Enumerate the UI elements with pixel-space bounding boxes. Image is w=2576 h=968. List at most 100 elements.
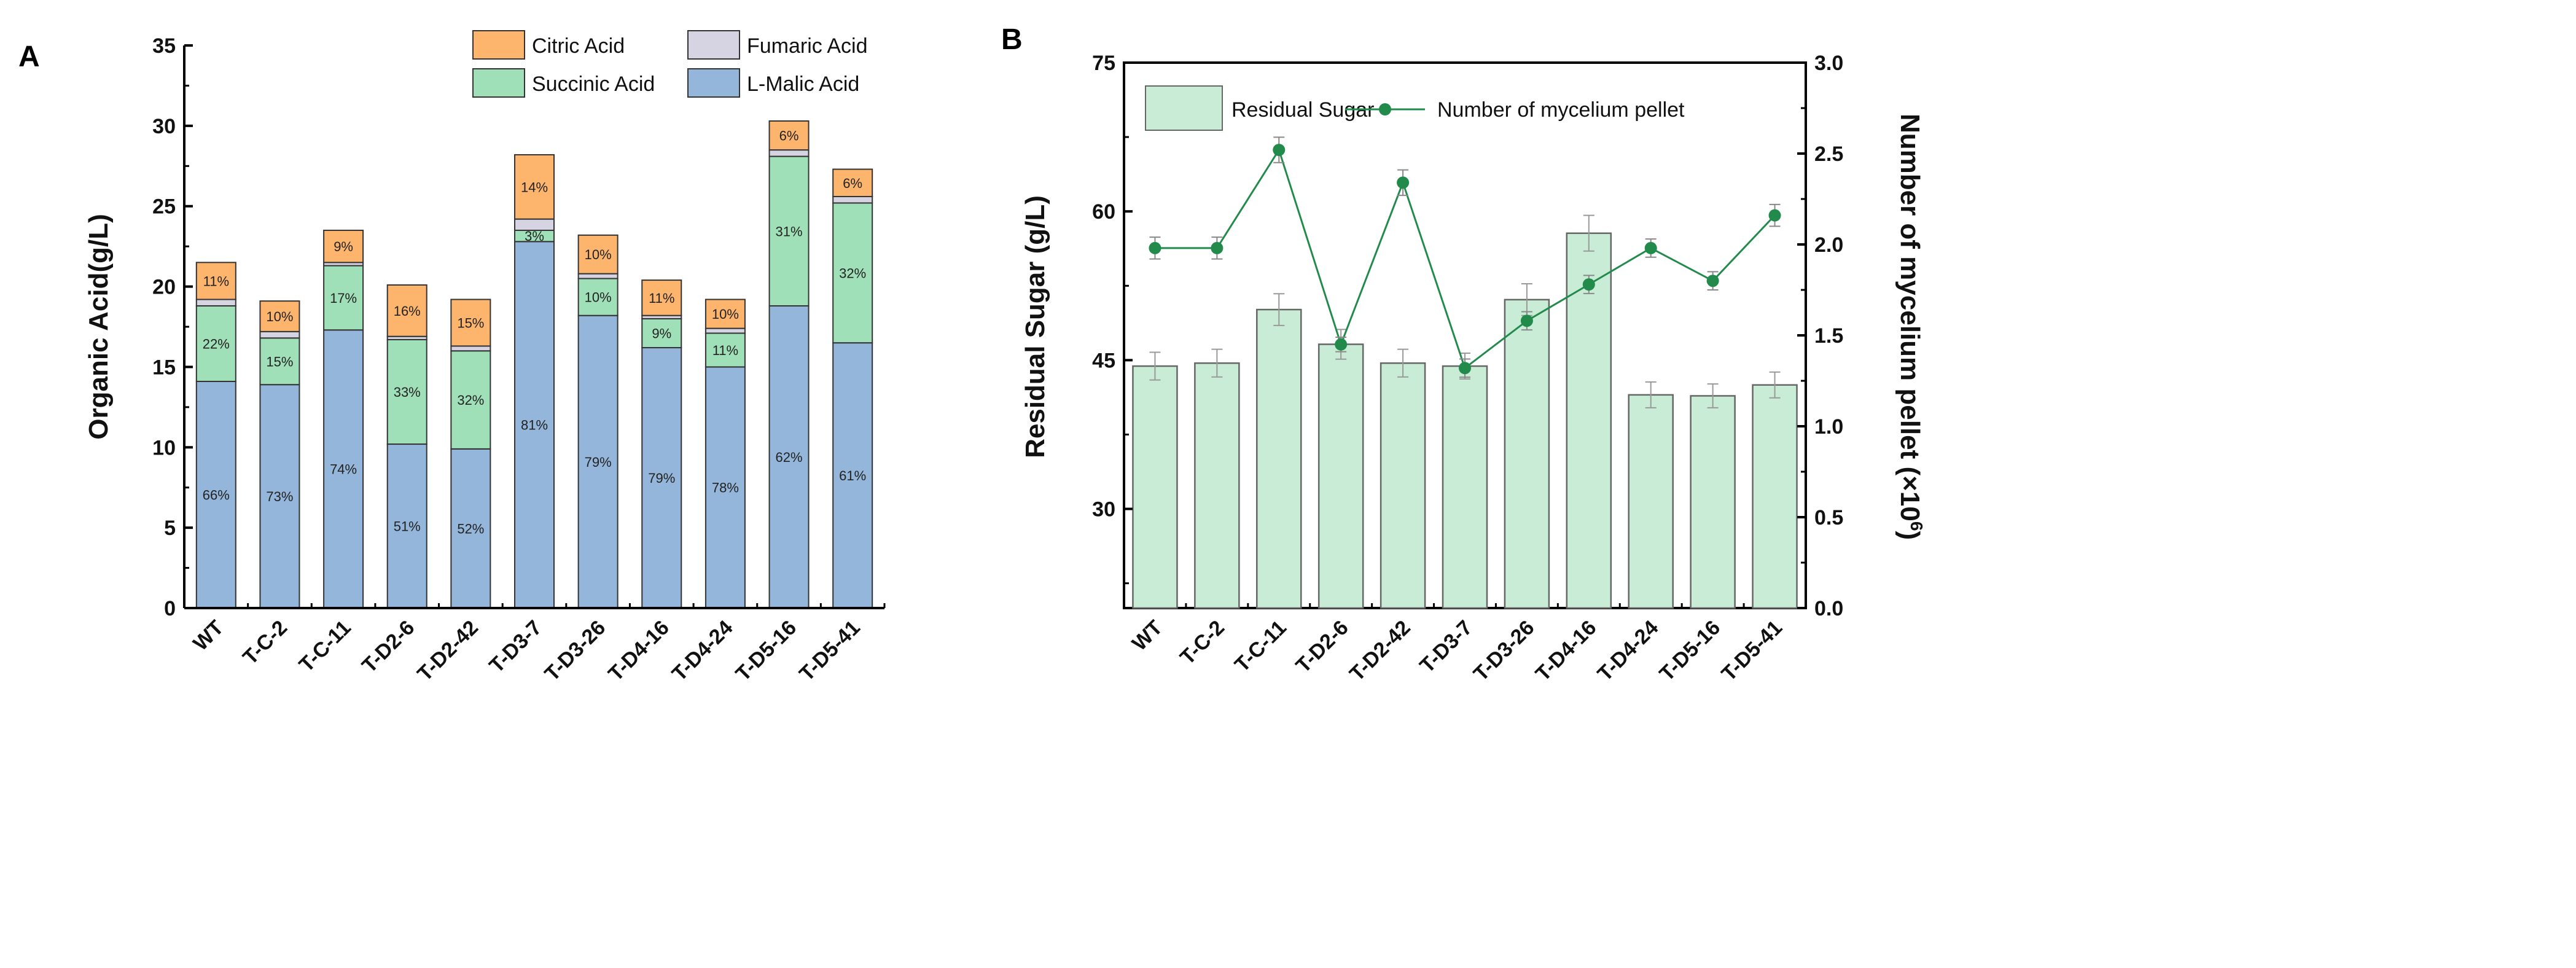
bar-segment — [259, 337, 300, 386]
bar-segment — [768, 120, 810, 151]
sugar-error-bar — [1211, 348, 1223, 378]
y-tick-label: 5 — [164, 517, 176, 540]
x-tick-label: T-D4-16 — [1531, 616, 1601, 686]
bar-percent-label: 52% — [457, 521, 484, 536]
legend-label: Citric Acid — [532, 34, 625, 58]
y-tick-label: 10 — [152, 436, 176, 459]
x-tick-label: T-C-11 — [1230, 616, 1291, 677]
bar-segment — [386, 284, 427, 337]
y-tick-label: 60 — [1092, 200, 1115, 224]
bar-segment — [195, 380, 236, 609]
x-tick-label: T-D5-41 — [795, 616, 865, 686]
legend-label: Succinic Acid — [532, 72, 655, 96]
pellet-point — [1211, 241, 1224, 254]
sugar-error-bar — [1149, 351, 1161, 381]
y-tick-label: 30 — [152, 115, 176, 138]
legend-swatch-sugar — [1145, 85, 1223, 131]
sugar-error-bar — [1645, 381, 1657, 408]
bar-percent-label: 10% — [585, 290, 612, 305]
sugar-bar — [1752, 384, 1798, 609]
pellet-point — [1273, 144, 1286, 157]
bar-segment — [450, 345, 491, 352]
x-tick-label: T-D2-6 — [357, 616, 419, 677]
pellet-line — [1155, 147, 1776, 370]
bar-percent-label: 61% — [839, 468, 866, 483]
bar-percent-label: 10% — [712, 306, 739, 322]
y-axis-title-b: Residual Sugar (g/L) — [1020, 195, 1050, 458]
y-axis-title-b-right: Number of mycelium pellet (×106) — [1895, 114, 1926, 540]
y-axis-title-a: Organic Acid(g/L) — [84, 214, 114, 440]
x-tick-label: T-D3-7 — [485, 616, 546, 677]
y-axis-title-b-right-close: ) — [1895, 531, 1925, 540]
x-tick-label: T-D4-24 — [1593, 616, 1663, 686]
pellet-point — [1335, 338, 1348, 351]
bar-segment — [832, 196, 873, 204]
bar-percent-label: 33% — [394, 384, 421, 400]
x-tick-label: T-D4-24 — [668, 616, 738, 686]
sugar-bar — [1380, 362, 1426, 609]
y-right-tick-label: 3.0 — [1814, 52, 1843, 75]
bar-segment — [768, 149, 810, 157]
sugar-bar — [1317, 343, 1364, 609]
bar-percent-label: 15% — [457, 315, 484, 330]
bar-percent-label: 79% — [648, 470, 675, 486]
bar-segment — [259, 384, 300, 609]
bar-percent-label: 66% — [203, 487, 230, 502]
x-tick-label: T-D5-16 — [1655, 616, 1725, 686]
bar-segment — [323, 329, 364, 609]
bar-percent-label: 10% — [266, 309, 293, 324]
bar-percent-label: 73% — [266, 489, 293, 504]
bar-percent-label: 10% — [585, 247, 612, 262]
bar-segment — [577, 278, 619, 316]
sugar-bar — [1566, 232, 1612, 609]
bar-segment — [641, 318, 682, 349]
bar-segment — [704, 327, 746, 334]
sugar-bar — [1504, 299, 1550, 609]
y-tick-label: 25 — [152, 195, 176, 219]
sugar-bar — [1628, 394, 1674, 609]
x-tick-label: T-C-11 — [295, 616, 356, 677]
sugar-error-bar — [1769, 371, 1781, 399]
bar-segment — [832, 202, 873, 344]
x-tick-label: T-C-2 — [238, 616, 292, 669]
bar-segment — [832, 168, 873, 198]
x-tick-label: T-C-2 — [1176, 616, 1229, 669]
x-tick-label: WT — [1128, 616, 1167, 655]
sugar-error-bar — [1583, 214, 1594, 252]
x-tick-label: T-D5-41 — [1717, 616, 1787, 686]
panel-label-b: B — [1001, 23, 1023, 56]
bar-segment — [323, 229, 364, 263]
y-right-tick-label: 1.5 — [1814, 324, 1843, 348]
bar-percent-label: 14% — [521, 179, 548, 195]
x-tick-label: T-D5-16 — [731, 616, 801, 686]
y-axis-title-b-right-text: Number of mycelium pellet (×10 — [1895, 114, 1925, 521]
y-right-tick-label: 2.5 — [1814, 142, 1843, 166]
pellet-point — [1582, 278, 1595, 291]
y-tick-label: 15 — [152, 356, 176, 379]
y-tick-label: 0 — [164, 597, 176, 620]
pellet-point — [1397, 176, 1410, 189]
sugar-bar — [1194, 362, 1240, 609]
bar-percent-label: 11% — [712, 343, 738, 358]
sugar-bar — [1132, 365, 1178, 609]
pellet-point — [1459, 362, 1471, 375]
sugar-error-bar — [1707, 383, 1719, 408]
bar-percent-label: 31% — [776, 224, 803, 239]
x-tick-label: T-D3-26 — [1469, 616, 1539, 686]
bar-percent-label: 79% — [585, 455, 612, 470]
y-right-tick-label: 1.0 — [1814, 415, 1843, 439]
x-tick-label: T-D2-6 — [1291, 616, 1352, 677]
bar-percent-label: 62% — [776, 450, 803, 465]
bar-segment — [577, 314, 619, 609]
bar-percent-label: 6% — [843, 176, 862, 191]
bar-segment — [768, 305, 810, 609]
y-tick-label: 75 — [1092, 52, 1115, 75]
y-right-tick-label: 0.0 — [1814, 597, 1843, 620]
pellet-point — [1149, 241, 1161, 254]
x-tick-label: T-D2-42 — [1345, 616, 1415, 686]
bar-segment — [704, 299, 746, 329]
bar-segment — [514, 218, 555, 231]
y-right-tick-label: 2.0 — [1814, 233, 1843, 257]
bar-segment — [195, 262, 236, 300]
